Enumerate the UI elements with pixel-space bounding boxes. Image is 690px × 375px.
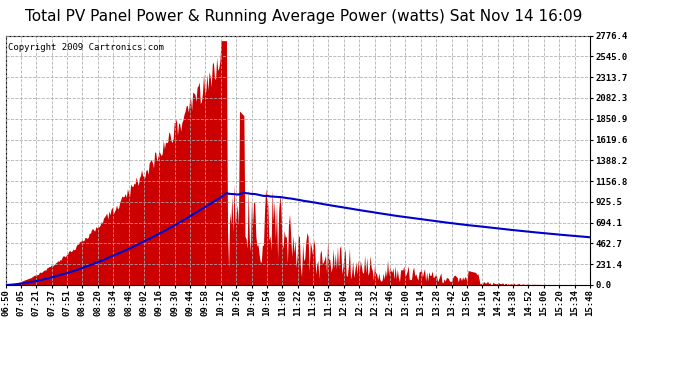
- Text: Copyright 2009 Cartronics.com: Copyright 2009 Cartronics.com: [8, 43, 164, 52]
- Text: Total PV Panel Power & Running Average Power (watts) Sat Nov 14 16:09: Total PV Panel Power & Running Average P…: [25, 9, 582, 24]
